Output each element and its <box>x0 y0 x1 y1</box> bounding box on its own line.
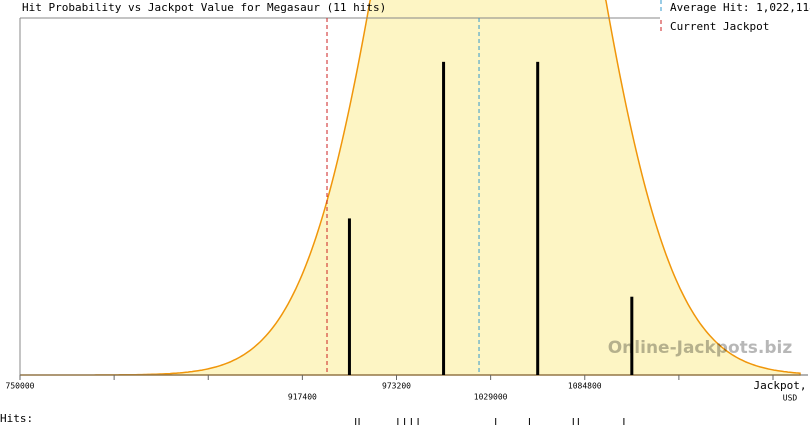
x-tick-label: 750000 <box>6 382 35 391</box>
x-axis-label: Jackpot, <box>754 379 807 392</box>
x-tick-label: 1029000 <box>474 393 508 402</box>
hits-label: Hits: <box>0 412 33 425</box>
distribution-curve <box>20 0 801 376</box>
legend-current: Current Jackpot <box>670 20 769 33</box>
bar <box>630 296 634 375</box>
x-tick-label: 973200 <box>382 382 411 391</box>
x-tick-label: 917400 <box>288 393 317 402</box>
x-axis-label: USD <box>783 394 798 403</box>
legend-average: Average Hit: 1,022,118 <box>670 1 810 14</box>
watermark: Online-Jackpots.biz <box>608 338 793 358</box>
chart-title: Hit Probability vs Jackpot Value for Meg… <box>22 1 386 14</box>
bar <box>347 218 351 375</box>
bar <box>536 61 540 376</box>
x-tick-label: 1084800 <box>568 382 602 391</box>
bar <box>442 61 446 376</box>
